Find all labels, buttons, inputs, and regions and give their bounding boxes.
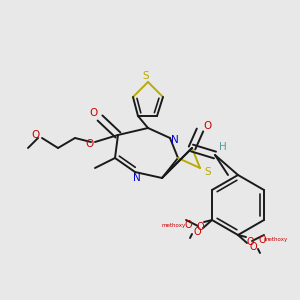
Text: O: O — [85, 139, 93, 149]
Text: O: O — [193, 227, 201, 237]
Text: S: S — [205, 167, 211, 177]
Text: methoxy: methoxy — [162, 223, 186, 227]
Text: O: O — [258, 235, 266, 245]
Text: O: O — [246, 237, 254, 247]
Text: H: H — [219, 142, 227, 152]
Text: methoxy: methoxy — [264, 238, 288, 242]
Text: N: N — [171, 135, 179, 145]
Text: O: O — [203, 121, 211, 131]
Text: O: O — [90, 108, 98, 118]
Text: S: S — [143, 71, 149, 81]
Text: O: O — [32, 130, 40, 140]
Text: O: O — [249, 242, 257, 252]
Text: O: O — [196, 222, 204, 232]
Text: N: N — [133, 173, 141, 183]
Text: O: O — [184, 220, 192, 230]
